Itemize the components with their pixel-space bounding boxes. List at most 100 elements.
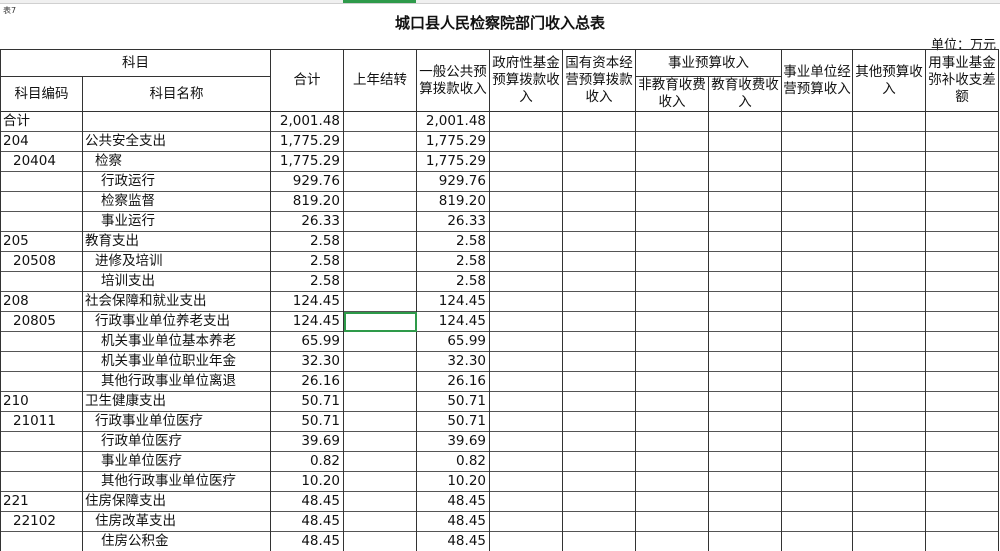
cell-carryover[interactable] [344,232,417,252]
cell-general-budget[interactable]: 65.99 [417,332,490,352]
cell-total[interactable]: 39.69 [271,432,344,452]
cell-general-budget[interactable]: 2.58 [417,252,490,272]
cell-name[interactable]: 住房公积金 [83,532,271,551]
cell-code[interactable]: 221 [1,492,83,512]
cell-non-edu-fee[interactable] [636,272,709,292]
cell-fund-offset[interactable] [926,352,999,372]
cell-general-budget[interactable]: 26.16 [417,372,490,392]
cell-gov-fund[interactable] [490,132,563,152]
cell-code[interactable] [1,172,83,192]
cell-state-capital[interactable] [563,432,636,452]
cell-name[interactable]: 机关事业单位职业年金 [83,352,271,372]
cell-edu-fee[interactable] [709,412,782,432]
cell-carryover[interactable] [344,452,417,472]
cell-state-capital[interactable] [563,372,636,392]
cell-carryover[interactable] [344,312,417,332]
cell-carryover[interactable] [344,492,417,512]
cell-name[interactable]: 行政运行 [83,172,271,192]
cell-fund-offset[interactable] [926,492,999,512]
cell-total[interactable]: 2.58 [271,232,344,252]
cell-general-budget[interactable]: 929.76 [417,172,490,192]
cell-non-edu-fee[interactable] [636,332,709,352]
cell-total[interactable]: 1,775.29 [271,152,344,172]
cell-name[interactable]: 检察 [83,152,271,172]
cell-edu-fee[interactable] [709,512,782,532]
cell-total[interactable]: 1,775.29 [271,132,344,152]
cell-state-capital[interactable] [563,152,636,172]
cell-total[interactable]: 32.30 [271,352,344,372]
cell-other[interactable] [853,352,926,372]
cell-edu-fee[interactable] [709,372,782,392]
cell-total[interactable]: 10.20 [271,472,344,492]
cell-fund-offset[interactable] [926,452,999,472]
cell-state-capital[interactable] [563,172,636,192]
cell-unit-operation[interactable] [782,472,853,492]
cell-general-budget[interactable]: 48.45 [417,492,490,512]
cell-unit-operation[interactable] [782,192,853,212]
cell-carryover[interactable] [344,292,417,312]
cell-other[interactable] [853,272,926,292]
cell-non-edu-fee[interactable] [636,492,709,512]
cell-general-budget[interactable]: 26.33 [417,212,490,232]
cell-unit-operation[interactable] [782,172,853,192]
cell-code[interactable]: 20805 [1,312,83,332]
cell-total[interactable]: 2.58 [271,252,344,272]
cell-gov-fund[interactable] [490,412,563,432]
cell-state-capital[interactable] [563,272,636,292]
cell-code[interactable]: 21011 [1,412,83,432]
cell-unit-operation[interactable] [782,372,853,392]
cell-state-capital[interactable] [563,232,636,252]
cell-general-budget[interactable]: 48.45 [417,532,490,551]
header-total[interactable]: 合计 [271,50,344,112]
header-public-service[interactable]: 事业预算收入 [636,50,782,77]
cell-gov-fund[interactable] [490,352,563,372]
cell-fund-offset[interactable] [926,212,999,232]
cell-other[interactable] [853,292,926,312]
cell-fund-offset[interactable] [926,232,999,252]
cell-code[interactable]: 20404 [1,152,83,172]
cell-code[interactable] [1,192,83,212]
cell-total[interactable]: 124.45 [271,312,344,332]
cell-unit-operation[interactable] [782,272,853,292]
header-state-capital[interactable]: 国有资本经营预算拨款收入 [563,50,636,112]
cell-gov-fund[interactable] [490,152,563,172]
cell-carryover[interactable] [344,392,417,412]
cell-carryover[interactable] [344,512,417,532]
cell-carryover[interactable] [344,472,417,492]
cell-total[interactable]: 48.45 [271,512,344,532]
cell-other[interactable] [853,412,926,432]
cell-total[interactable]: 0.82 [271,452,344,472]
cell-name[interactable]: 住房保障支出 [83,492,271,512]
cell-general-budget[interactable]: 1,775.29 [417,152,490,172]
cell-total[interactable]: 2,001.48 [271,112,344,132]
cell-fund-offset[interactable] [926,152,999,172]
cell-non-edu-fee[interactable] [636,392,709,412]
cell-fund-offset[interactable] [926,532,999,551]
cell-edu-fee[interactable] [709,272,782,292]
cell-unit-operation[interactable] [782,512,853,532]
cell-other[interactable] [853,532,926,551]
cell-edu-fee[interactable] [709,252,782,272]
cell-non-edu-fee[interactable] [636,532,709,551]
cell-unit-operation[interactable] [782,392,853,412]
header-subject[interactable]: 科目 [1,50,271,77]
cell-gov-fund[interactable] [490,512,563,532]
cell-gov-fund[interactable] [490,292,563,312]
cell-edu-fee[interactable] [709,132,782,152]
cell-edu-fee[interactable] [709,112,782,132]
cell-edu-fee[interactable] [709,472,782,492]
cell-general-budget[interactable]: 2.58 [417,272,490,292]
cell-other[interactable] [853,252,926,272]
cell-code[interactable]: 20508 [1,252,83,272]
cell-carryover[interactable] [344,372,417,392]
cell-other[interactable] [853,372,926,392]
cell-gov-fund[interactable] [490,372,563,392]
cell-total[interactable]: 929.76 [271,172,344,192]
cell-general-budget[interactable]: 32.30 [417,352,490,372]
cell-total[interactable]: 124.45 [271,292,344,312]
header-edu-fee[interactable]: 教育收费收入 [709,77,782,112]
cell-total[interactable]: 819.20 [271,192,344,212]
cell-unit-operation[interactable] [782,252,853,272]
cell-fund-offset[interactable] [926,472,999,492]
cell-total[interactable]: 65.99 [271,332,344,352]
